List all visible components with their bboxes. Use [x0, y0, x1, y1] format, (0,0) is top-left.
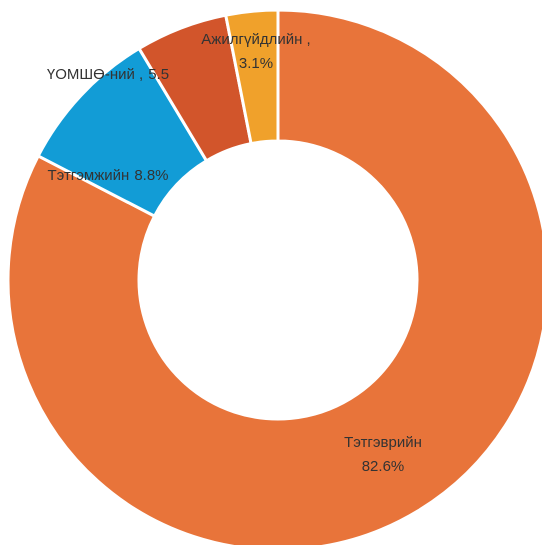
- data-label: Тэтгэврийн 82.6%: [344, 434, 422, 475]
- category-label: Ажилгүйдлийн ,: [201, 31, 310, 48]
- donut-segment: [6, 8, 542, 545]
- value-label: 5.5: [148, 66, 169, 83]
- value-label: 82.6%: [362, 458, 405, 475]
- category-label: Тэтгэврийн: [344, 434, 422, 451]
- data-label: Тэтгэмжийн 8.8%: [47, 167, 168, 184]
- donut-segment: [223, 8, 280, 146]
- category-label: Тэтгэмжийн: [47, 167, 129, 184]
- value-label: 8.8%: [134, 167, 168, 184]
- data-label: ҮОМШӨ-ний , 5.5: [47, 66, 169, 83]
- value-label: 3.1%: [239, 55, 273, 72]
- category-label: ҮОМШӨ-ний ,: [47, 66, 143, 83]
- data-label: Ажилгүйдлийн , 3.1%: [201, 31, 310, 72]
